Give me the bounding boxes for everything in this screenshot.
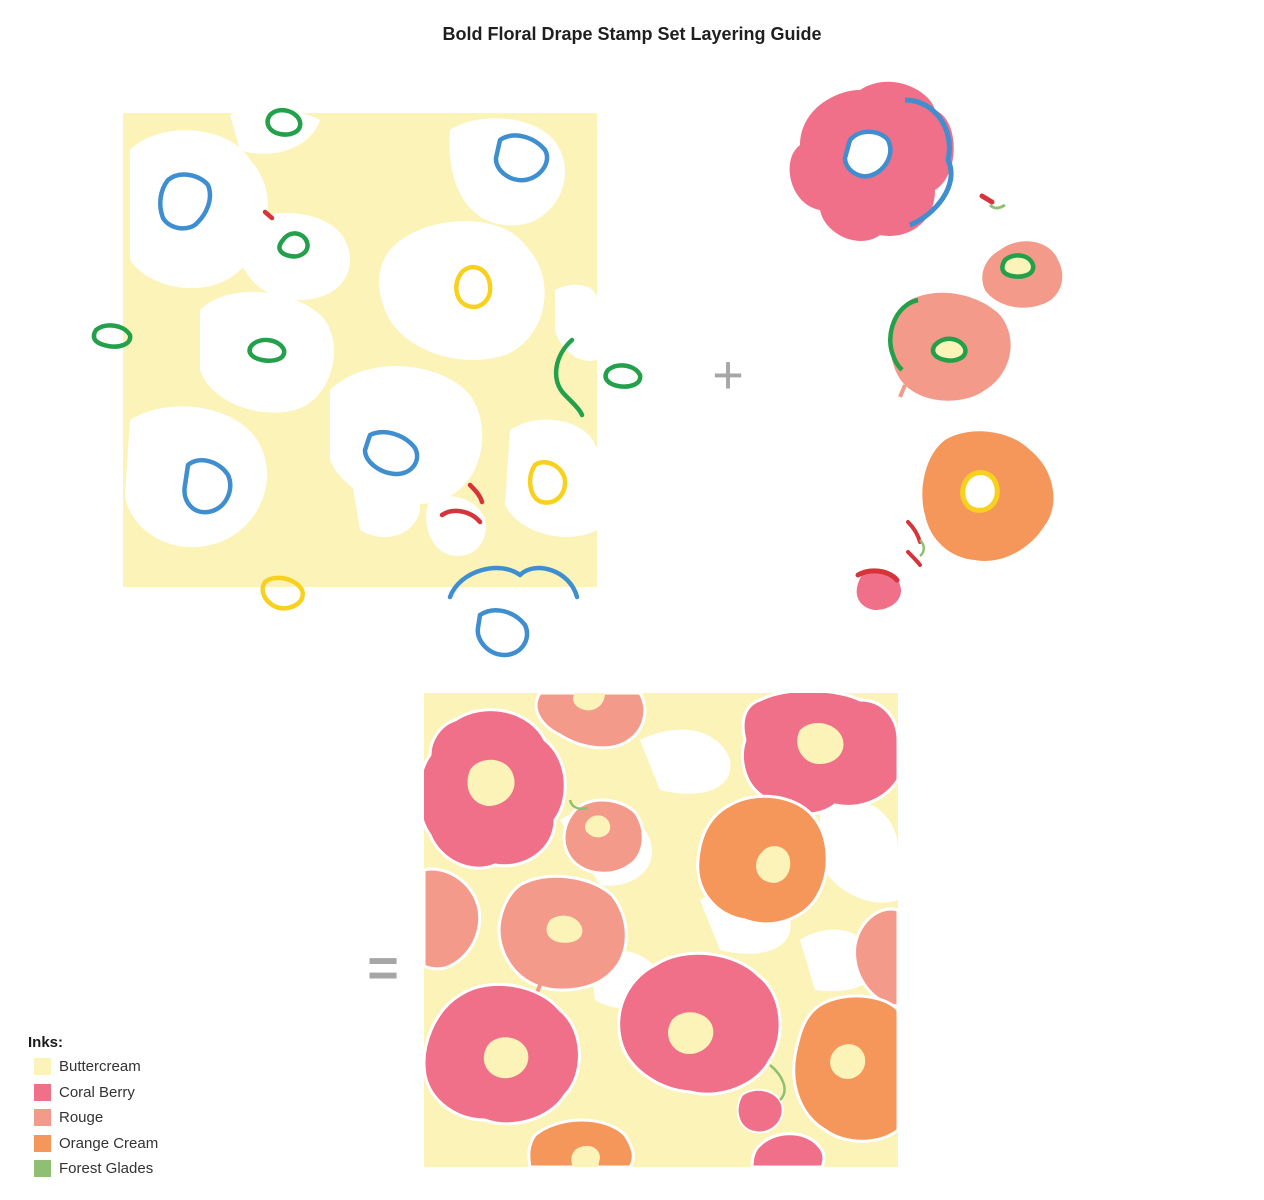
buttercream-swatch <box>34 1058 51 1076</box>
legend-item-rouge: Rouge <box>28 1105 158 1131</box>
legend-item-forest-glades: Forest Glades <box>28 1156 158 1182</box>
legend-title: Inks: <box>28 1034 64 1051</box>
white-flower-shapes <box>125 108 597 556</box>
plus-operator: + <box>712 345 744 405</box>
coral-berry-swatch <box>34 1083 51 1101</box>
final-result-panel <box>424 693 898 1167</box>
legend-item-orange-cream: Orange Cream <box>28 1131 158 1157</box>
legend-label: Forest Glades <box>59 1160 154 1178</box>
forest-glades-swatch <box>34 1160 51 1178</box>
stamp-outlines <box>91 107 643 658</box>
legend-item-buttercream: Buttercream <box>28 1054 158 1080</box>
legend-label: Coral Berry <box>59 1083 135 1101</box>
flower-stamps-panel <box>789 81 1063 610</box>
ink-legend: Inks: Buttercream Coral Berry Rouge Oran… <box>28 1034 158 1182</box>
coral-berry-bud <box>856 569 901 610</box>
page-title: Bold Floral Drape Stamp Set Layering Gui… <box>442 24 822 44</box>
legend-list: Buttercream Coral Berry Rouge Orange Cre… <box>28 1054 158 1182</box>
orange-cream-swatch <box>34 1134 51 1152</box>
rouge-swatch <box>34 1109 51 1127</box>
legend-label: Rouge <box>59 1109 104 1127</box>
background-stamp-panel <box>91 107 643 658</box>
legend-label: Buttercream <box>59 1058 141 1076</box>
legend-label: Orange Cream <box>59 1134 159 1152</box>
equals-operator: = <box>367 938 399 998</box>
legend-item-coral-berry: Coral Berry <box>28 1080 158 1106</box>
